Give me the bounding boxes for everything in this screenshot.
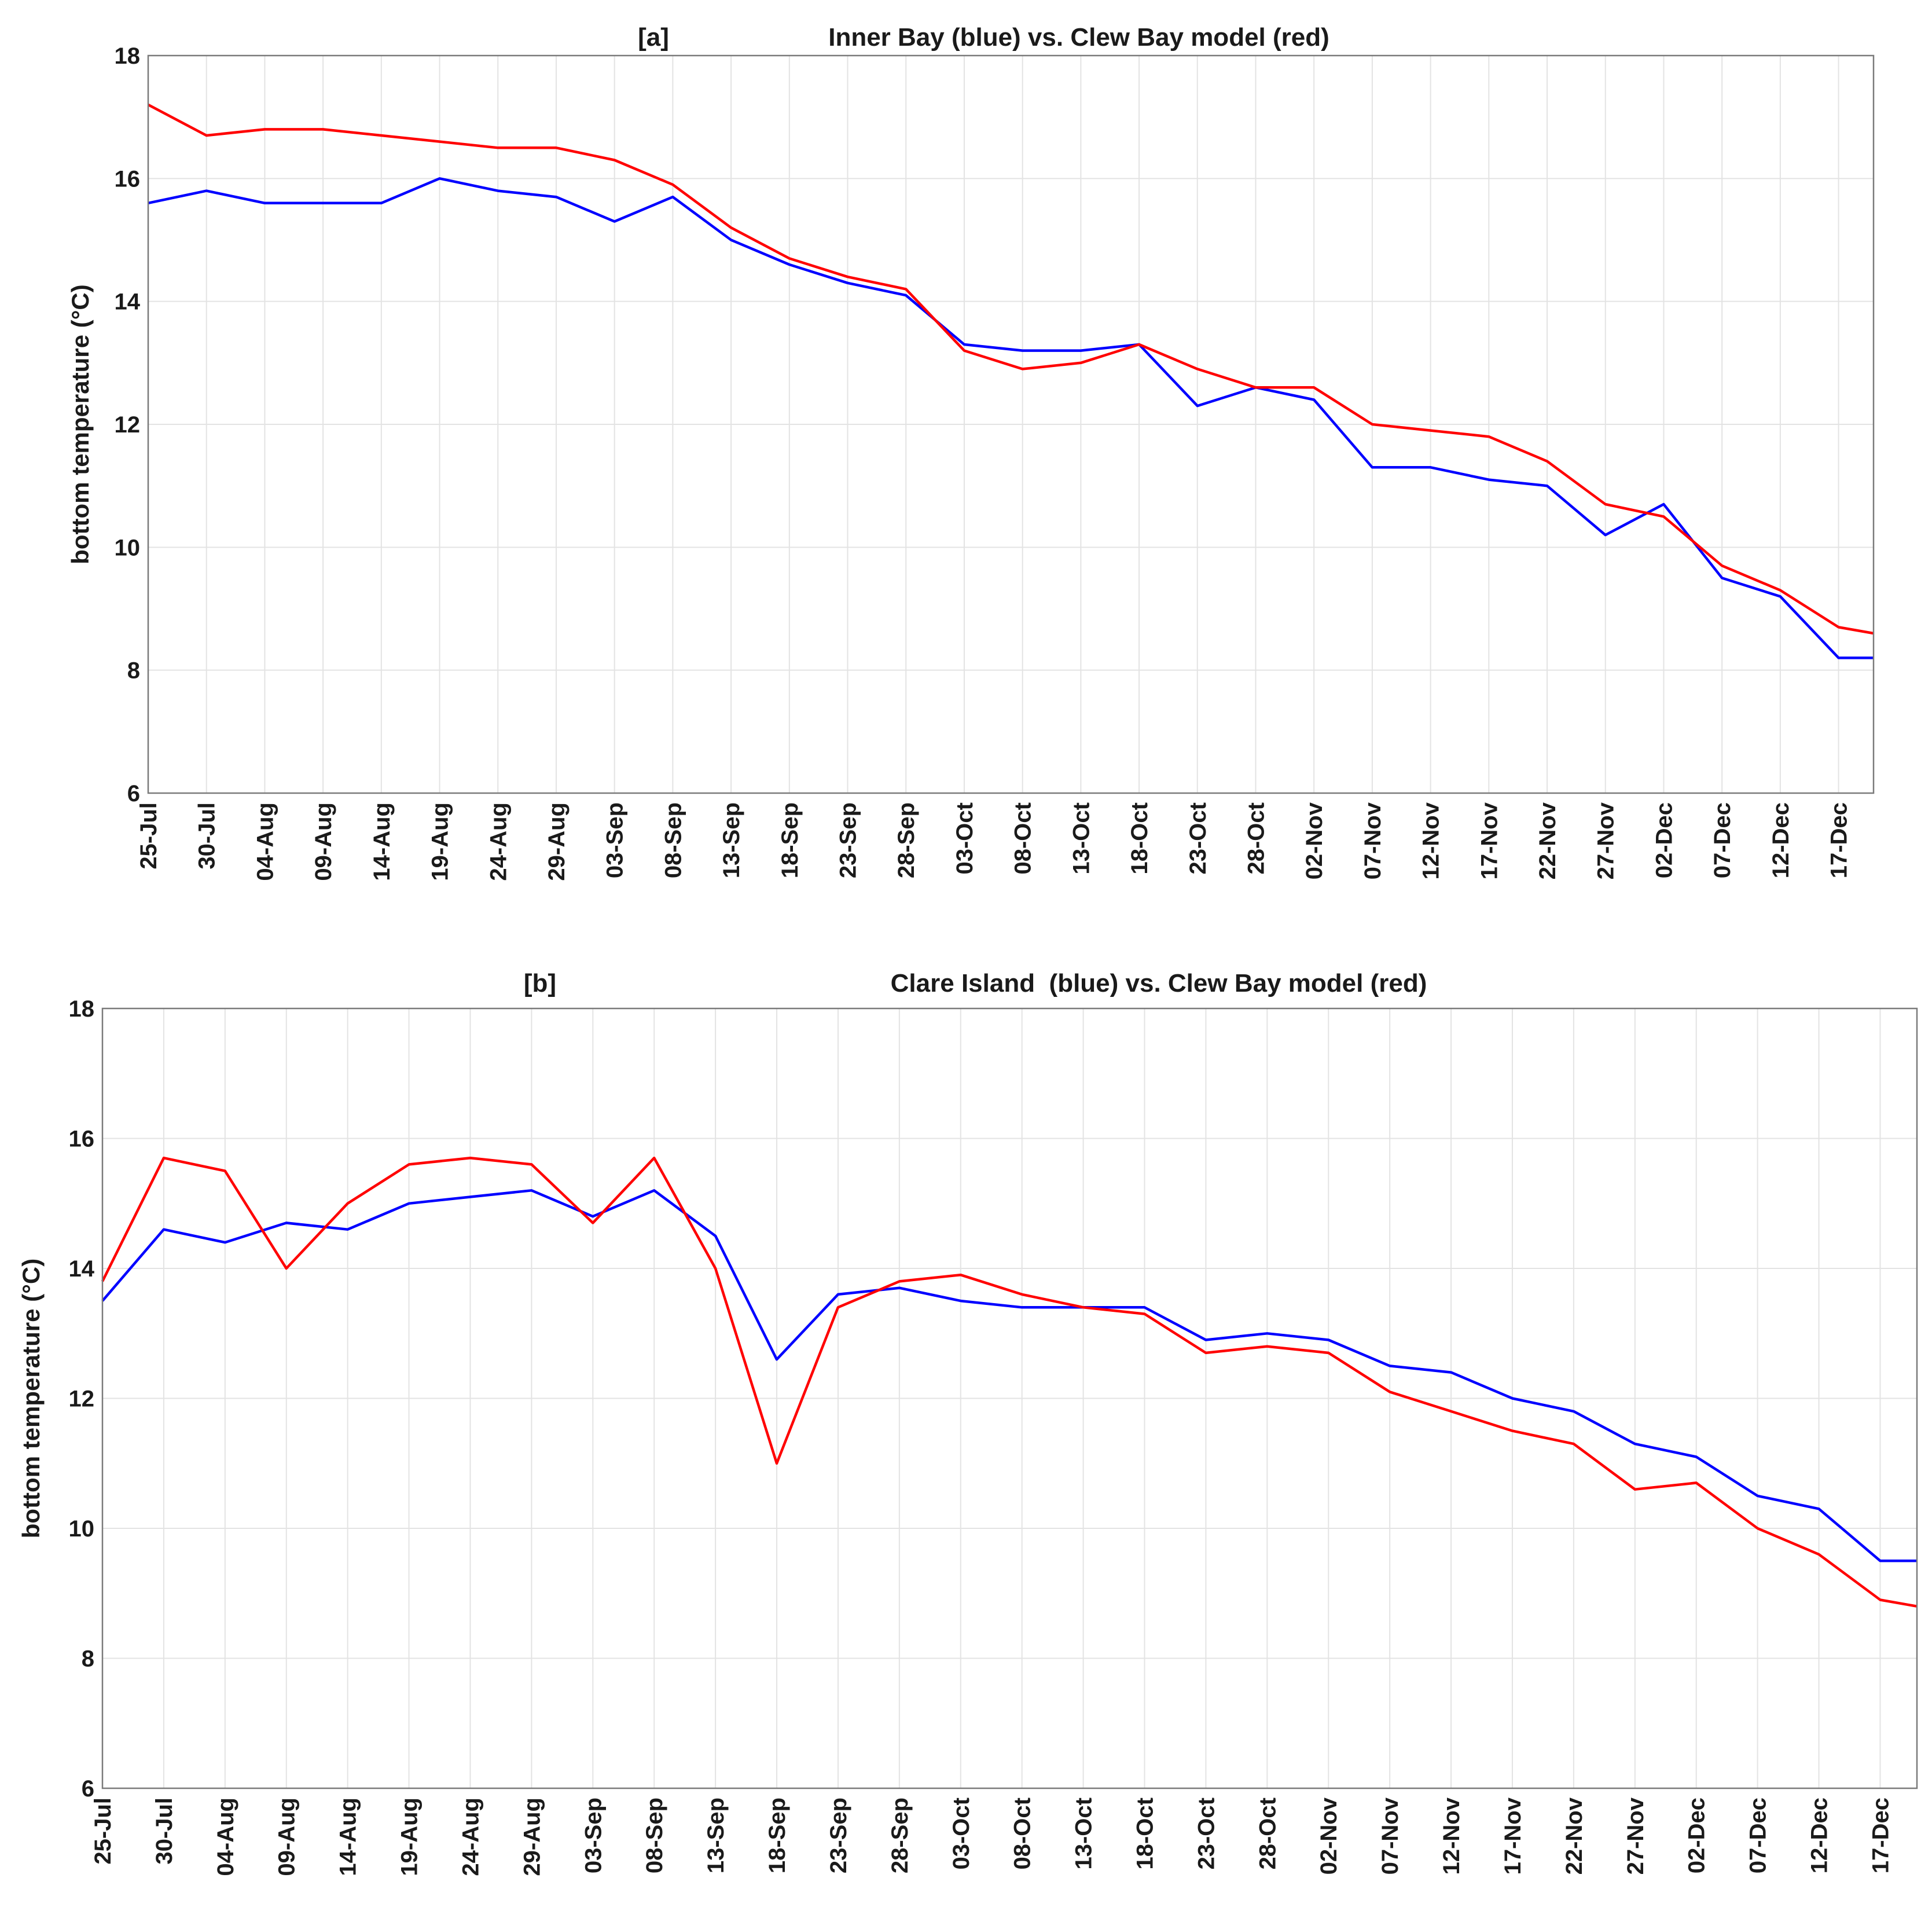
y-tick-label: 8 — [127, 658, 140, 684]
x-tick-label: 18-Sep — [765, 1798, 790, 1873]
y-tick-label: 10 — [115, 535, 141, 560]
panel: 6 8 10 12 14 16 18 25-Jul 30-Jul 04-Aug 09-Aug 14-A… — [17, 969, 1918, 1876]
x-tick-label: 02-Dec — [1684, 1798, 1710, 1873]
x-tick-label: 24-Aug — [458, 1798, 483, 1876]
x-tick-label: 12-Dec — [1768, 802, 1794, 878]
x-tick-label: 17-Nov — [1500, 1797, 1526, 1875]
chart-title: Clare Island (blue) vs. Clew Bay model (… — [891, 969, 1427, 997]
x-tick-label: 07-Nov — [1378, 1797, 1403, 1875]
chart-title: Inner Bay (blue) vs. Clew Bay model (red… — [828, 23, 1329, 52]
x-tick-label: 29-Aug — [519, 1798, 545, 1876]
y-tick-label: 16 — [69, 1127, 95, 1152]
y-tick-label: 14 — [115, 289, 141, 315]
line-series — [101, 1189, 1917, 1562]
y-axis-label: bottom temperature (°C) — [17, 1259, 45, 1538]
y-tick-label: 10 — [69, 1516, 95, 1542]
y-tick-label: 18 — [69, 996, 95, 1022]
x-tick-label: 23-Sep — [826, 1798, 851, 1873]
x-tick-label: 22-Nov — [1562, 1797, 1587, 1875]
x-tick-label: 13-Oct — [1071, 1798, 1097, 1870]
panel-label: [b] — [524, 969, 556, 997]
x-tick-label: 08-Sep — [642, 1798, 667, 1873]
panel-label: [a] — [638, 23, 669, 52]
x-tick-label: 13-Sep — [703, 1798, 729, 1873]
y-tick-label: 12 — [69, 1387, 95, 1412]
x-tick-label: 30-Jul — [152, 1798, 177, 1865]
x-tick-label: 28-Sep — [887, 1798, 913, 1873]
x-tick-label: 18-Oct — [1127, 802, 1152, 875]
x-tick-label: 17-Dec — [1868, 1798, 1893, 1873]
y-tick-label: 8 — [82, 1646, 94, 1672]
x-tick-label: 19-Aug — [397, 1798, 423, 1876]
x-tick-label: 03-Sep — [581, 1798, 606, 1873]
x-tick-label: 28-Sep — [894, 802, 919, 878]
x-tick-label: 17-Dec — [1827, 802, 1852, 878]
line-series — [147, 103, 1874, 635]
x-tick-label: 12-Nov — [1419, 802, 1444, 879]
x-tick-label: 04-Aug — [213, 1798, 238, 1876]
x-tick-label: 14-Aug — [336, 1798, 361, 1876]
y-tick-label: 16 — [115, 166, 141, 192]
x-tick-label: 13-Sep — [719, 802, 744, 878]
x-tick-label: 23-Oct — [1193, 1798, 1219, 1870]
x-tick-label: 13-Oct — [1068, 802, 1094, 875]
x-tick-label: 12-Dec — [1807, 1798, 1832, 1873]
x-tick-label: 08-Sep — [660, 802, 686, 878]
x-tick-label: 03-Sep — [603, 802, 628, 878]
y-tick-label: 12 — [115, 412, 141, 438]
x-tick-label: 25-Jul — [136, 802, 161, 870]
x-tick-label: 27-Nov — [1593, 802, 1619, 879]
x-tick-label: 04-Aug — [252, 802, 278, 881]
line-series — [148, 177, 1874, 659]
x-tick-label: 02-Nov — [1316, 1797, 1342, 1875]
x-tick-label: 25-Jul — [90, 1798, 116, 1865]
x-tick-label: 19-Aug — [428, 802, 453, 881]
x-tick-label: 07-Dec — [1746, 1798, 1771, 1873]
y-axis-label: bottom temperature (°C) — [67, 284, 94, 564]
x-tick-label: 18-Sep — [777, 802, 803, 878]
x-tick-label: 28-Oct — [1255, 1798, 1280, 1870]
x-tick-label: 14-Aug — [369, 802, 395, 881]
y-tick-label: 14 — [69, 1256, 95, 1282]
x-tick-label: 03-Oct — [949, 1798, 974, 1870]
x-tick-label: 23-Sep — [836, 802, 861, 878]
x-tick-label: 23-Oct — [1185, 802, 1211, 875]
x-tick-label: 30-Jul — [194, 802, 220, 870]
x-tick-label: 07-Dec — [1710, 802, 1735, 878]
y-tick-label: 6 — [82, 1776, 94, 1802]
x-tick-label: 09-Aug — [311, 802, 336, 881]
x-tick-label: 08-Oct — [1011, 802, 1036, 875]
y-tick-label: 6 — [127, 781, 140, 806]
x-tick-label: 09-Aug — [274, 1798, 300, 1876]
x-tick-label: 29-Aug — [544, 802, 570, 881]
x-tick-label: 27-Nov — [1623, 1797, 1648, 1875]
x-tick-label: 12-Nov — [1439, 1797, 1464, 1875]
x-tick-label: 24-Aug — [486, 802, 511, 881]
line-series — [101, 1156, 1918, 1608]
x-tick-label: 03-Oct — [952, 802, 978, 875]
x-tick-label: 07-Nov — [1360, 802, 1386, 879]
x-tick-label: 18-Oct — [1133, 1798, 1158, 1870]
x-tick-label: 28-Oct — [1243, 802, 1269, 875]
plot-frame — [147, 54, 1875, 794]
x-tick-label: 08-Oct — [1010, 1798, 1035, 1870]
plot-frame — [101, 1007, 1918, 1789]
x-tick-label: 02-Nov — [1302, 802, 1327, 879]
panel: 6 8 10 12 14 16 18 25-Jul 30-Jul 04-Aug 09-Aug 14-A… — [67, 23, 1875, 881]
x-tick-label: 17-Nov — [1476, 802, 1502, 879]
x-tick-label: 02-Dec — [1651, 802, 1677, 878]
x-tick-label: 22-Nov — [1535, 802, 1560, 879]
y-tick-label: 18 — [115, 43, 141, 69]
